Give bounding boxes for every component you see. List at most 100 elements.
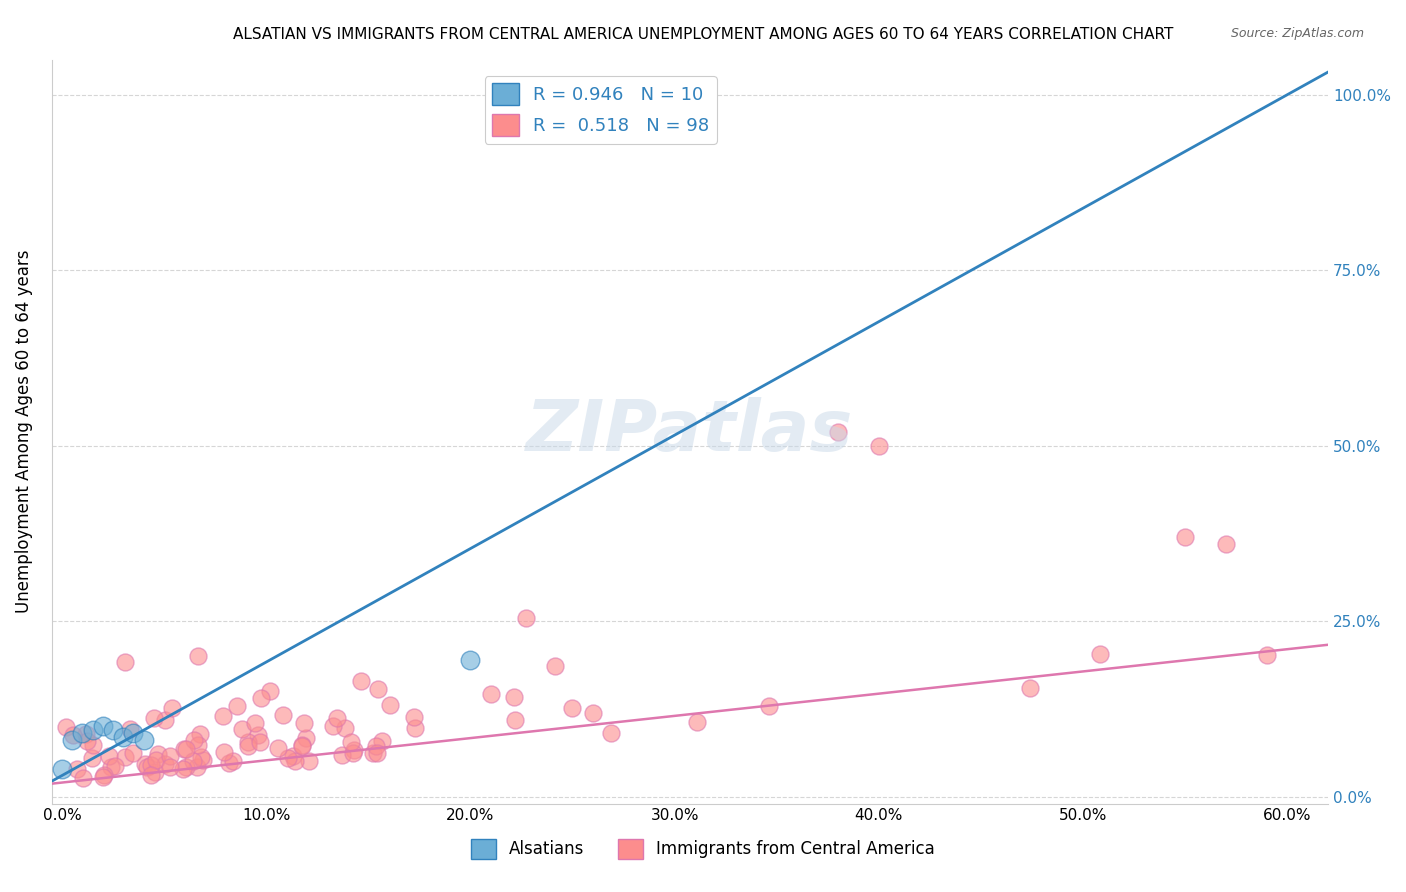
- Point: [259, 684, 281, 698]
- Point: [139, 767, 162, 781]
- Point: [153, 713, 176, 727]
- Text: ZIPatlas: ZIPatlas: [526, 397, 853, 467]
- Point: [172, 762, 194, 776]
- Point: [159, 748, 181, 763]
- Point: [183, 733, 205, 747]
- Text: ALSATIAN VS IMMIGRANTS FROM CENTRAL AMERICA UNEMPLOYMENT AMONG AGES 60 TO 64 YEA: ALSATIAN VS IMMIGRANTS FROM CENTRAL AMER…: [233, 27, 1173, 42]
- Point: [72, 726, 94, 740]
- Point: [91, 719, 114, 733]
- Point: [145, 753, 167, 767]
- Point: [247, 728, 270, 742]
- Point: [404, 710, 426, 724]
- Point: [100, 760, 122, 774]
- Point: [193, 753, 215, 767]
- Point: [236, 739, 259, 753]
- Point: [122, 726, 145, 740]
- Point: [599, 726, 621, 740]
- Point: [139, 757, 162, 772]
- Point: [515, 610, 537, 624]
- Point: [291, 739, 314, 753]
- Point: [267, 740, 290, 755]
- Point: [176, 742, 198, 756]
- Point: [758, 699, 780, 714]
- Text: Source: ZipAtlas.com: Source: ZipAtlas.com: [1230, 27, 1364, 40]
- Point: [136, 760, 159, 774]
- Point: [291, 738, 314, 752]
- Point: [218, 756, 240, 771]
- Point: [1256, 648, 1278, 662]
- Point: [502, 690, 524, 704]
- Point: [82, 738, 104, 752]
- Point: [212, 744, 235, 758]
- Point: [249, 735, 271, 749]
- Y-axis label: Unemployment Among Ages 60 to 64 years: Unemployment Among Ages 60 to 64 years: [15, 250, 32, 614]
- Point: [297, 754, 319, 768]
- Point: [277, 751, 299, 765]
- Point: [121, 746, 143, 760]
- Point: [98, 748, 121, 763]
- Point: [582, 706, 605, 720]
- Point: [134, 756, 156, 771]
- Point: [101, 723, 124, 737]
- Point: [1215, 537, 1237, 551]
- Point: [366, 746, 388, 760]
- Point: [343, 742, 366, 756]
- Point: [211, 709, 233, 723]
- Point: [112, 730, 135, 744]
- Point: [243, 716, 266, 731]
- Point: [222, 755, 245, 769]
- Point: [176, 759, 198, 773]
- Point: [250, 690, 273, 705]
- Point: [146, 747, 169, 761]
- Point: [62, 728, 84, 742]
- Point: [181, 755, 204, 769]
- Point: [187, 738, 209, 752]
- Point: [364, 739, 387, 753]
- Point: [132, 733, 155, 747]
- Point: [561, 701, 583, 715]
- Point: [82, 723, 104, 737]
- Point: [350, 674, 373, 689]
- Point: [231, 722, 253, 736]
- Point: [283, 754, 305, 768]
- Point: [66, 762, 89, 776]
- Point: [142, 711, 165, 725]
- Point: [322, 719, 344, 733]
- Point: [868, 439, 890, 453]
- Point: [271, 708, 294, 723]
- Point: [686, 714, 709, 729]
- Point: [1174, 530, 1197, 544]
- Point: [371, 734, 394, 748]
- Point: [236, 735, 259, 749]
- Point: [342, 747, 364, 761]
- Point: [104, 759, 127, 773]
- Point: [55, 720, 77, 734]
- Point: [160, 701, 183, 715]
- Point: [405, 721, 427, 735]
- Point: [479, 687, 502, 701]
- Point: [295, 731, 318, 746]
- Point: [91, 770, 114, 784]
- Point: [187, 648, 209, 663]
- Point: [60, 733, 83, 747]
- Point: [75, 727, 97, 741]
- Point: [460, 653, 482, 667]
- Point: [76, 734, 98, 748]
- Point: [544, 659, 567, 673]
- Point: [114, 750, 136, 764]
- Point: [330, 748, 353, 763]
- Point: [93, 768, 115, 782]
- Point: [363, 746, 385, 760]
- Legend: R = 0.946   N = 10, R =  0.518   N = 98: R = 0.946 N = 10, R = 0.518 N = 98: [485, 76, 717, 144]
- Point: [188, 727, 211, 741]
- Point: [120, 723, 142, 737]
- Point: [326, 711, 349, 725]
- Point: [114, 655, 136, 669]
- Point: [503, 713, 526, 727]
- Point: [51, 762, 73, 776]
- Point: [226, 699, 249, 714]
- Point: [292, 715, 315, 730]
- Point: [283, 749, 305, 764]
- Point: [80, 750, 103, 764]
- Point: [1019, 681, 1042, 696]
